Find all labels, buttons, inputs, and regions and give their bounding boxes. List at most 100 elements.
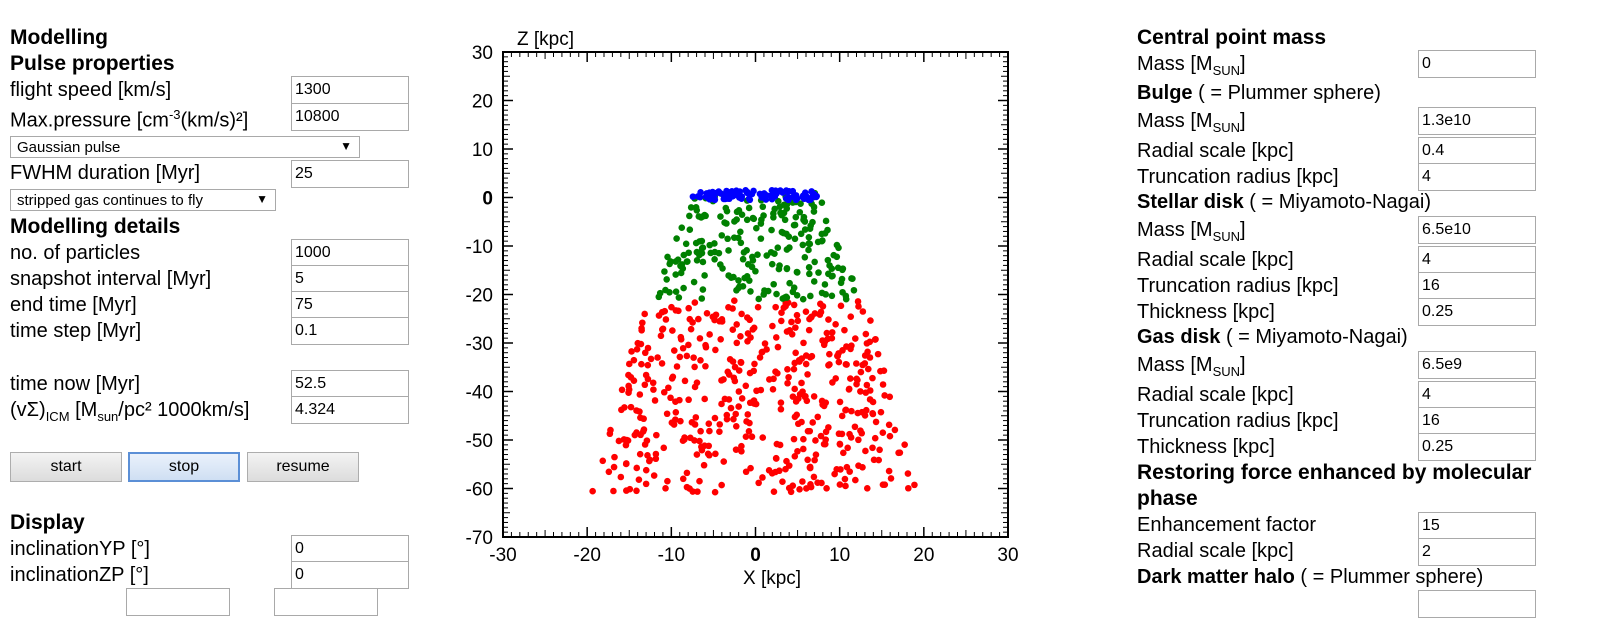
particle-point	[706, 427, 713, 435]
bulge-radial-label: Radial scale [kpc]	[1137, 140, 1294, 162]
particles-input[interactable]: 1000	[291, 239, 409, 267]
particle-point	[682, 240, 690, 248]
particle-point	[642, 371, 650, 379]
bulge-mass-input[interactable]: 1.3e10	[1418, 107, 1536, 135]
bulge-trunc-input[interactable]: 4	[1418, 163, 1536, 191]
enhancement-radial-input[interactable]: 2	[1418, 538, 1536, 566]
particle-point	[770, 375, 777, 383]
particle-point	[770, 214, 777, 221]
particle-point	[855, 462, 862, 469]
stellar-radial-input[interactable]: 4	[1418, 246, 1536, 274]
particle-point	[650, 472, 658, 479]
particle-point	[768, 195, 776, 203]
vsigma-label: (vΣ)ICM [Msun/pc² 1000km/s]	[10, 399, 249, 424]
particle-point	[729, 358, 737, 365]
particle-point	[752, 267, 759, 275]
gas-trunc-input[interactable]: 16	[1418, 407, 1536, 435]
particle-point	[696, 477, 703, 485]
particle-point	[738, 395, 746, 402]
particle-point	[686, 485, 693, 492]
gas-mass-label-end: ]	[1240, 354, 1246, 376]
vsigma-label-sub2: sun	[97, 409, 119, 424]
particle-point	[850, 286, 858, 294]
fwhm-input[interactable]: 25	[291, 160, 409, 188]
chevron-down-icon: ▼	[340, 139, 352, 153]
vsigma-input[interactable]: 4.324	[291, 396, 409, 424]
stellar-thick-input[interactable]: 0.25	[1418, 298, 1536, 326]
particle-point	[731, 377, 739, 385]
halo-title-bold: Dark matter halo	[1137, 566, 1295, 588]
particle-point	[874, 350, 882, 358]
particle-point	[706, 331, 713, 338]
max-pressure-input[interactable]: 10800	[291, 103, 409, 131]
time-now-input[interactable]: 52.5	[291, 370, 409, 398]
particle-point	[851, 335, 859, 342]
particle-point	[836, 398, 844, 406]
flight-speed-input[interactable]: 1300	[291, 76, 409, 104]
particle-point	[887, 475, 895, 482]
particle-point	[791, 359, 799, 367]
stellar-title-bold: Stellar disk	[1137, 191, 1244, 213]
particle-point	[843, 361, 850, 368]
gas-mass-input[interactable]: 6.5e9	[1418, 351, 1536, 379]
particle-point	[751, 360, 758, 368]
y-tick-label: -30	[466, 334, 493, 355]
bulge-radial-input[interactable]: 0.4	[1418, 137, 1536, 165]
particle-point	[783, 457, 790, 465]
gas-thick-input[interactable]: 0.25	[1418, 433, 1536, 461]
particle-point	[797, 200, 804, 207]
particle-point	[780, 201, 788, 209]
particle-point	[804, 427, 812, 435]
enhancement-factor-input[interactable]: 15	[1418, 512, 1536, 540]
particle-point	[752, 400, 760, 408]
halo-input[interactable]	[1418, 590, 1536, 618]
particle-point	[851, 423, 859, 431]
particle-point	[599, 457, 607, 465]
y-tick-label: -60	[466, 480, 493, 501]
stop-button[interactable]: stop	[128, 452, 240, 482]
particle-point	[744, 330, 752, 337]
particle-point	[636, 391, 644, 398]
inclination-zp-input[interactable]: 0	[291, 561, 409, 589]
particle-point	[743, 418, 750, 425]
particle-point	[693, 379, 701, 386]
particle-point	[763, 252, 771, 259]
particle-point	[800, 435, 807, 443]
particle-point	[633, 464, 641, 472]
particle-point	[702, 341, 709, 349]
particle-point	[668, 419, 676, 426]
time-step-input[interactable]: 0.1	[291, 317, 409, 345]
particle-point	[680, 284, 687, 292]
particle-point	[695, 315, 702, 323]
particle-point	[791, 453, 799, 460]
inclination-yp-input[interactable]: 0	[291, 535, 409, 563]
particle-point	[800, 339, 807, 347]
display-extra-input-1[interactable]	[126, 588, 230, 616]
particle-point	[725, 371, 733, 378]
particle-point	[869, 410, 877, 418]
particle-point	[624, 437, 632, 444]
stellar-trunc-input[interactable]: 16	[1418, 272, 1536, 300]
particle-point	[693, 248, 701, 256]
particle-point	[821, 281, 829, 288]
display-extra-input-2[interactable]	[274, 588, 378, 616]
central-mass-title: Central point mass	[1137, 26, 1327, 49]
stripped-mode-select[interactable]: stripped gas continues to fly ▼	[10, 189, 276, 211]
particle-point	[735, 277, 742, 284]
particle-point	[805, 233, 813, 241]
pulse-shape-select[interactable]: Gaussian pulse ▼	[10, 136, 360, 158]
start-button[interactable]: start	[10, 452, 122, 482]
particle-point	[824, 256, 832, 264]
bulge-title-bold: Bulge	[1137, 82, 1193, 104]
resume-button[interactable]: resume	[247, 452, 359, 482]
stellar-radial-label: Radial scale [kpc]	[1137, 249, 1294, 271]
snapshot-input[interactable]: 5	[291, 265, 409, 293]
gas-trunc-label: Truncation radius [kpc]	[1137, 410, 1339, 432]
particle-point	[832, 375, 840, 382]
stellar-mass-input[interactable]: 6.5e10	[1418, 216, 1536, 244]
particle-point	[718, 232, 726, 239]
gas-radial-input[interactable]: 4	[1418, 381, 1536, 409]
central-mass-input[interactable]: 0	[1418, 50, 1536, 78]
particle-point	[793, 268, 801, 276]
end-time-input[interactable]: 75	[291, 291, 409, 319]
